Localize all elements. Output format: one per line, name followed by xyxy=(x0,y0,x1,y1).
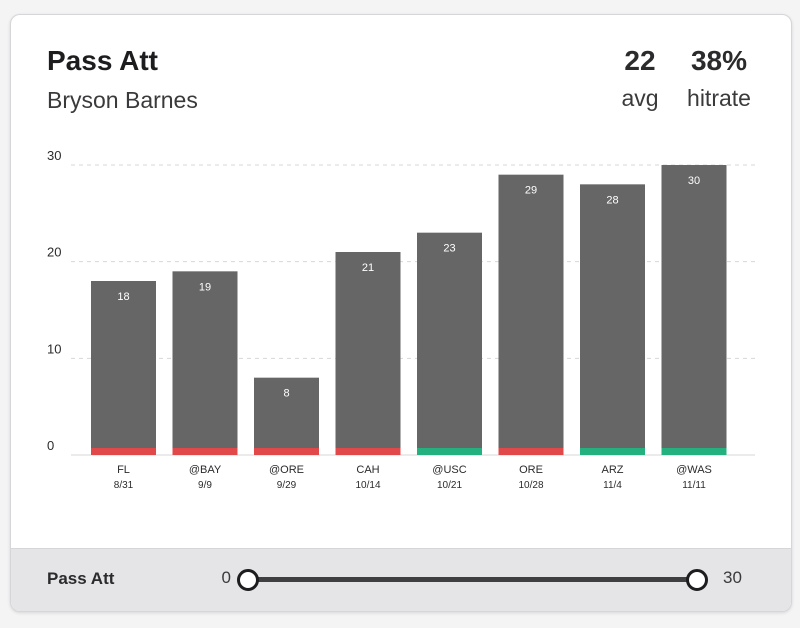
player-name: Bryson Barnes xyxy=(47,87,198,113)
outcome-strip xyxy=(498,448,564,455)
data-label: 19 xyxy=(199,281,211,293)
x-tick-date: 11/4 xyxy=(603,480,622,491)
range-slider-track[interactable] xyxy=(247,577,697,582)
outcome-strip xyxy=(254,448,319,455)
filter-label: Pass Att xyxy=(47,569,115,588)
bar xyxy=(91,281,156,455)
data-label: 30 xyxy=(688,175,700,187)
bar xyxy=(172,271,238,455)
y-tick-label: 30 xyxy=(47,148,61,163)
x-tick-date: 11/11 xyxy=(682,480,706,491)
bar-chart: 0 10 20 30 18 FL 8/31 19 @BAY 9/9 8 @ORE 9/29 21 CAH 10… xyxy=(47,148,755,491)
x-tick-date: 8/31 xyxy=(114,480,134,491)
outcome-strip xyxy=(172,448,238,455)
hitrate-stat: 38% hitrate xyxy=(681,45,757,112)
hitrate-value: 38% xyxy=(690,45,748,76)
range-min-label: 0 xyxy=(221,568,231,587)
x-tick-label: @USC xyxy=(432,464,466,476)
x-tick-label: @WAS xyxy=(676,464,712,476)
stat-title: Pass Att xyxy=(47,45,159,76)
bar xyxy=(580,184,645,456)
x-tick-label: @BAY xyxy=(189,464,222,476)
x-tick-label: @ORE xyxy=(269,464,304,476)
hitrate-label: hitrate xyxy=(687,85,751,111)
stat-card: Pass Att Bryson Barnes 22 avg 38% hitrat… xyxy=(10,14,792,612)
data-label: 8 xyxy=(283,388,289,400)
outcome-strip xyxy=(91,448,156,455)
x-tick-label: ARZ xyxy=(602,464,624,476)
outcome-strip xyxy=(661,448,727,455)
x-tick-label: CAH xyxy=(356,464,379,476)
x-tick-label: ORE xyxy=(519,464,543,476)
bar xyxy=(417,232,482,455)
avg-label: avg xyxy=(621,85,659,111)
data-label: 23 xyxy=(443,243,455,255)
bar xyxy=(498,174,564,455)
outcome-strip xyxy=(580,448,645,455)
data-label: 28 xyxy=(606,194,618,206)
data-label: 18 xyxy=(117,291,129,303)
avg-stat: 22 avg xyxy=(617,45,663,112)
x-tick-date: 10/28 xyxy=(518,480,543,491)
outcome-strip xyxy=(417,448,482,455)
bar xyxy=(661,165,727,455)
x-tick-label: FL xyxy=(117,464,130,476)
x-tick-date: 9/9 xyxy=(198,480,212,491)
x-tick-date: 10/21 xyxy=(437,480,462,491)
range-max-label: 30 xyxy=(723,568,742,587)
outcome-strip xyxy=(335,448,401,455)
data-label: 29 xyxy=(525,185,537,197)
avg-value: 22 xyxy=(624,45,656,76)
bar xyxy=(335,252,401,455)
range-min-handle[interactable] xyxy=(237,569,259,591)
data-label: 21 xyxy=(362,262,374,274)
y-tick-label: 0 xyxy=(47,438,54,453)
range-max-handle[interactable] xyxy=(686,569,708,591)
y-tick-label: 10 xyxy=(47,341,61,356)
x-tick-date: 10/14 xyxy=(355,480,380,491)
x-tick-date: 9/29 xyxy=(277,480,297,491)
y-tick-label: 20 xyxy=(47,245,61,260)
bar xyxy=(254,377,319,455)
filter-bar: Pass Att 0 30 xyxy=(11,548,791,611)
